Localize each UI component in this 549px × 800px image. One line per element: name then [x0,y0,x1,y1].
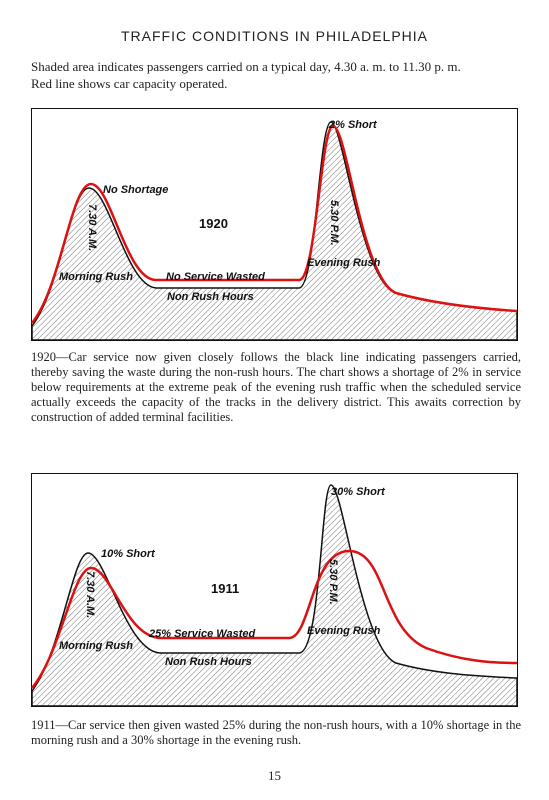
label: 7.30 A.M. [84,571,96,618]
caption: 1911—Car service then given wasted 25% d… [31,718,521,747]
intro: Shaded area indicates passengers carried… [31,58,526,92]
label: 25% Service Wasted [148,628,255,640]
label: Evening Rush [307,257,381,269]
label: Non Rush Hours [167,291,254,303]
year: 1920 [199,216,228,231]
label: Non Rush Hours [165,656,252,668]
passenger-area [31,484,518,707]
intro-line: Shaded area indicates passengers carried… [31,59,461,74]
page-number: 15 [268,768,281,783]
label: Evening Rush [307,625,381,637]
label: 2% Short [328,119,378,131]
caption: 1920—Car service now given closely follo… [31,350,521,424]
capacity-line [31,124,518,324]
figure: 2% Short No Shortage 1920 7.30 A.M. 5.30… [31,108,518,341]
capacity-line [31,549,518,689]
title: TRAFFIC CONDITIONS IN PHILADELPHIA [120,28,429,44]
figure: 30% Short 10% Short 1911 7.30 A.M. 5.30 … [31,473,518,707]
label: 5.30 P.M. [328,200,340,246]
label: 30% Short [331,486,386,498]
label: No Shortage [103,184,168,196]
year: 1911 [211,581,239,596]
label: 7.30 A.M. [86,204,98,251]
intro-line: Red line shows car capacity operated. [31,76,228,91]
label: Morning Rush [59,271,133,283]
label: No Service Wasted [166,271,265,283]
label: Morning Rush [59,640,133,652]
label: 5.30 P.M. [327,559,339,605]
label: 10% Short [101,548,156,560]
